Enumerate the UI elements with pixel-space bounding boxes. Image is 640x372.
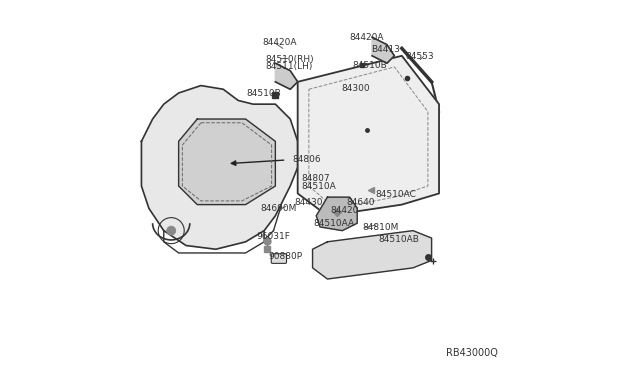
Polygon shape (372, 37, 394, 63)
Text: 84420A: 84420A (349, 33, 384, 42)
Text: 84810M: 84810M (362, 223, 399, 232)
FancyBboxPatch shape (271, 254, 287, 263)
Text: 84553: 84553 (406, 52, 434, 61)
Text: RB43000Q: RB43000Q (447, 348, 499, 357)
Text: 84511(LH): 84511(LH) (265, 62, 312, 71)
Text: 84510A: 84510A (301, 182, 336, 190)
Text: 90880P: 90880P (269, 252, 303, 261)
Text: 84690M: 84690M (260, 204, 297, 213)
Text: 96031F: 96031F (257, 232, 291, 241)
Text: 84806: 84806 (293, 155, 321, 164)
Text: B4413: B4413 (371, 45, 400, 54)
Text: 84420: 84420 (330, 206, 358, 215)
Polygon shape (179, 119, 275, 205)
Polygon shape (141, 86, 298, 249)
Polygon shape (298, 56, 439, 216)
Text: 84510B: 84510B (353, 61, 387, 70)
Text: 84300: 84300 (342, 84, 370, 93)
Text: 84430: 84430 (294, 198, 323, 207)
Polygon shape (316, 197, 357, 231)
Text: 84510B: 84510B (246, 89, 281, 98)
Text: 84640: 84640 (346, 198, 374, 207)
Text: 84510AC: 84510AC (375, 190, 416, 199)
Text: 84510AB: 84510AB (379, 235, 420, 244)
Polygon shape (275, 63, 298, 89)
Polygon shape (312, 231, 431, 279)
Text: 84807: 84807 (301, 174, 330, 183)
Text: 84510AA: 84510AA (314, 219, 355, 228)
Text: 84510(RH): 84510(RH) (265, 55, 314, 64)
Circle shape (167, 226, 175, 235)
Text: 84420A: 84420A (262, 38, 297, 47)
